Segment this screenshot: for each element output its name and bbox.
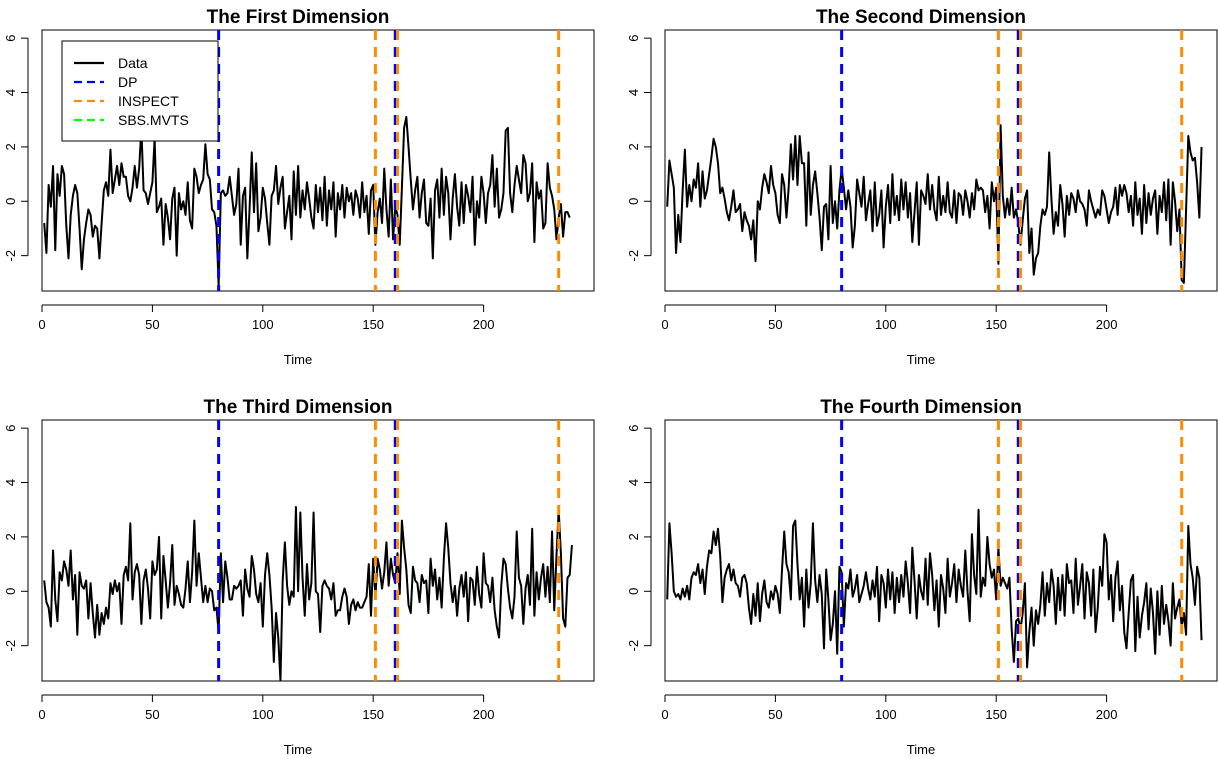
plot-area <box>666 30 1203 291</box>
x-tick-label: 0 <box>38 317 45 332</box>
y-tick-label: 6 <box>626 35 641 42</box>
legend-label-inspect: INSPECT <box>118 93 179 109</box>
chart-svg: The Third Dimension 0 50 100 150 200 -2 0 2 4 6 Tim… <box>3 397 595 757</box>
x-axis-label: Time <box>907 742 935 757</box>
x-tick-label: 100 <box>875 707 897 722</box>
legend-label-dp: DP <box>118 74 137 90</box>
x-tick-label: 150 <box>985 317 1007 332</box>
chart-title: The Third Dimension <box>204 397 393 418</box>
y-tick-label: 6 <box>626 425 641 432</box>
chart-title: The Fourth Dimension <box>820 397 1022 418</box>
y-tick-label: 6 <box>3 425 18 432</box>
chart-panel-first-dimension: The First Dimension 0 50 100 150 200 -2 0 2 4 6 Tim… <box>0 0 595 369</box>
chart-panel-fourth-dimension: The Fourth Dimension 0 50 100 150 200 -2 0 2 4 6 Ti… <box>623 390 1218 759</box>
plot-frame <box>41 29 595 292</box>
y-tick-label: 2 <box>3 533 18 540</box>
x-tick-label: 100 <box>252 317 274 332</box>
y-tick-label: 2 <box>626 143 641 150</box>
chart-svg: The Fourth Dimension 0 50 100 150 200 -2 0 2 4 6 Ti… <box>626 397 1218 757</box>
y-tick-label: 4 <box>626 89 641 96</box>
chart-svg: The Second Dimension 0 50 100 150 200 -2 0 2 4 6 Ti… <box>626 7 1218 367</box>
plot-area <box>43 420 573 681</box>
y-tick-label: -2 <box>3 640 18 652</box>
x-tick-label: 50 <box>145 317 159 332</box>
x-tick-label: 100 <box>875 317 897 332</box>
chart-panel-third-dimension: The Third Dimension 0 50 100 150 200 -2 0 2 4 6 Tim… <box>0 390 595 759</box>
legend-label-data: Data <box>118 55 148 71</box>
x-axis-label: Time <box>284 742 312 757</box>
plot-area <box>666 420 1203 681</box>
series-line-data <box>43 116 571 287</box>
y-tick-label: 0 <box>3 588 18 595</box>
y-tick-label: -2 <box>626 640 641 652</box>
x-tick-label: 150 <box>362 317 384 332</box>
x-tick-label: 100 <box>252 707 274 722</box>
series-line-data <box>666 124 1203 284</box>
plot-frame <box>41 419 595 682</box>
y-tick-label: 0 <box>626 588 641 595</box>
series-line-data <box>43 506 573 681</box>
y-tick-label: 2 <box>626 533 641 540</box>
x-tick-label: 0 <box>38 707 45 722</box>
legend-label-sbs-mvts: SBS.MVTS <box>118 112 189 128</box>
y-tick-label: 0 <box>626 198 641 205</box>
x-tick-label: 50 <box>145 707 159 722</box>
y-tick-label: -2 <box>3 250 18 262</box>
chart-svg: The First Dimension 0 50 100 150 200 -2 0 2 4 6 Tim… <box>3 7 595 367</box>
plot-frame <box>664 419 1218 682</box>
x-tick-label: 200 <box>1096 707 1118 722</box>
plot-frame <box>664 29 1218 292</box>
legend: Data DP INSPECT SBS.MVTS <box>61 40 219 142</box>
x-tick-label: 200 <box>473 707 495 722</box>
x-axis-label: Time <box>907 352 935 367</box>
y-tick-label: 4 <box>626 479 641 486</box>
x-tick-label: 150 <box>985 707 1007 722</box>
chart-title: The Second Dimension <box>816 7 1026 28</box>
y-tick-label: 2 <box>3 143 18 150</box>
series-line-data <box>666 508 1203 669</box>
x-tick-label: 0 <box>661 707 668 722</box>
x-tick-label: 150 <box>362 707 384 722</box>
y-tick-label: 4 <box>3 89 18 96</box>
x-tick-label: 0 <box>661 317 668 332</box>
y-tick-label: 0 <box>3 198 18 205</box>
chart-panel-second-dimension: The Second Dimension 0 50 100 150 200 -2 0 2 4 6 Ti… <box>623 0 1218 369</box>
x-tick-label: 50 <box>768 317 782 332</box>
x-tick-label: 200 <box>1096 317 1118 332</box>
x-axis-label: Time <box>284 352 312 367</box>
y-tick-label: 6 <box>3 35 18 42</box>
x-tick-label: 200 <box>473 317 495 332</box>
y-tick-label: -2 <box>626 250 641 262</box>
chart-title: The First Dimension <box>207 7 390 28</box>
y-tick-label: 4 <box>3 479 18 486</box>
plot-area <box>43 30 571 291</box>
x-tick-label: 50 <box>768 707 782 722</box>
